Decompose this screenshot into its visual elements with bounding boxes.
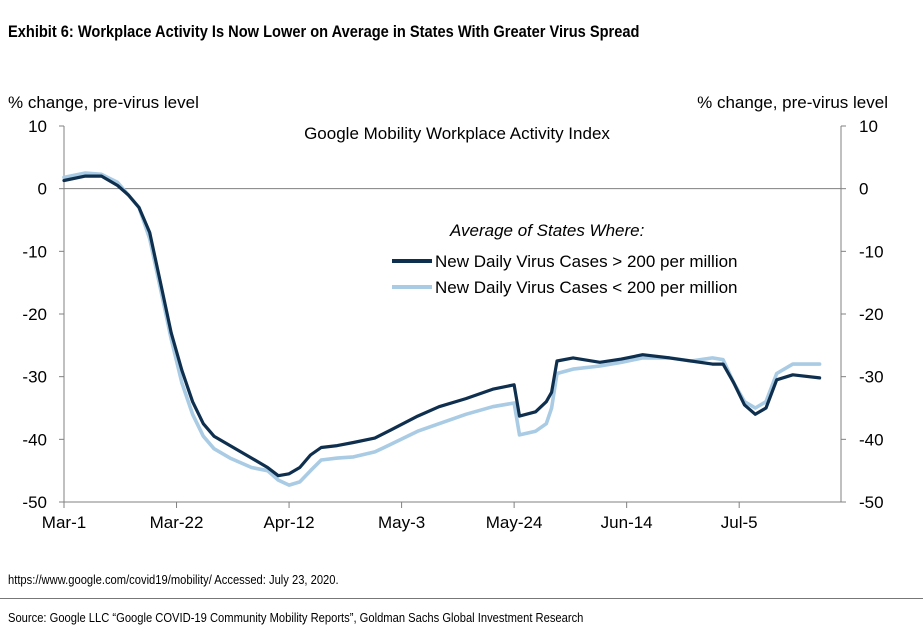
line-chart: % change, pre-virus level % change, pre-… [8,93,888,532]
left-y-tick-label: -10 [22,242,47,261]
chart-title: Google Mobility Workplace Activity Index [304,124,610,143]
right-y-tick-label: 0 [859,180,868,199]
x-tick-label: May-3 [378,513,425,532]
legend-title: Average of States Where: [449,221,645,240]
right-y-tick-label: 10 [859,117,878,136]
x-tick-label: Jun-14 [601,513,653,532]
right-y-tick-label: -50 [859,493,884,512]
right-y-tick-label: -20 [859,305,884,324]
divider [0,598,923,599]
series-line-high-cases [62,174,822,478]
right-y-tick-label: -30 [859,368,884,387]
right-y-tick-label: -40 [859,430,884,449]
left-y-tick-label: -40 [22,430,47,449]
legend: Average of States Where: New Daily Virus… [392,221,738,297]
right-y-tick-label: -10 [859,242,884,261]
x-tick-label: Mar-22 [150,513,204,532]
right-axis-label: % change, pre-virus level [697,93,888,112]
left-y-tick-label: -50 [22,493,47,512]
x-tick-label: Mar-1 [42,513,86,532]
footnote: https://www.google.com/covid19/mobility/… [8,572,339,587]
left-axis-label: % change, pre-virus level [8,93,199,112]
exhibit-title: Exhibit 6: Workplace Activity Is Now Low… [8,22,640,41]
left-y-tick-label: 0 [38,180,47,199]
legend-label-high: New Daily Virus Cases > 200 per million [435,252,738,271]
series-line-low-cases [62,171,822,487]
source-note: Source: Google LLC “Google COVID-19 Comm… [8,610,584,625]
legend-label-low: New Daily Virus Cases < 200 per million [435,278,738,297]
left-y-tick-label: 10 [28,117,47,136]
x-tick-label: May-24 [486,513,543,532]
left-y-tick-label: -20 [22,305,47,324]
x-tick-label: Apr-12 [264,513,315,532]
x-tick-label: Jul-5 [721,513,758,532]
left-y-tick-label: -30 [22,368,47,387]
